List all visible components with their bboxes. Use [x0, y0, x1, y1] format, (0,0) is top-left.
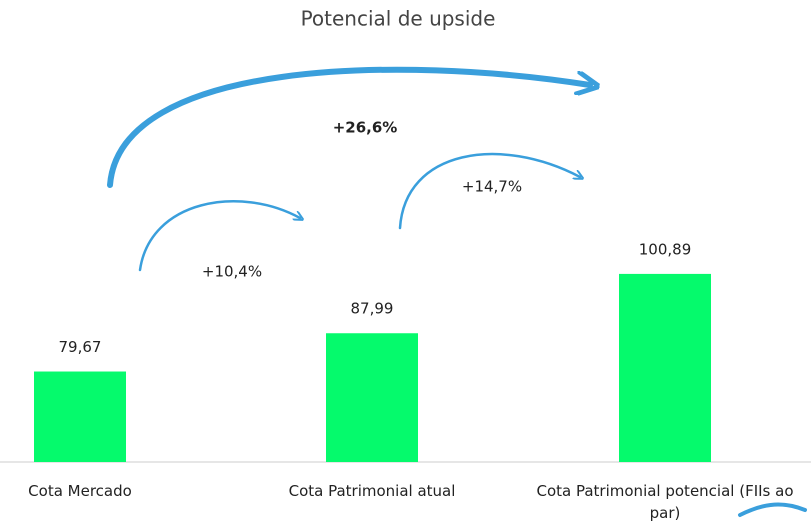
x-tick-label: Cota Mercado — [28, 482, 132, 500]
data-label: 100,89 — [639, 240, 692, 258]
x-tick-label: Cota Patrimonial atual — [288, 482, 456, 500]
x-tick-label: Cota Patrimonial potencial (FIIs ao par) — [536, 482, 794, 522]
annotation: +14,7% — [462, 178, 522, 196]
data-label: 79,67 — [59, 338, 102, 356]
annotation: +26,6% — [333, 119, 398, 137]
annotation: +10,4% — [202, 263, 262, 281]
arrow — [107, 66, 590, 188]
chart-title: Potencial de upside — [301, 7, 496, 31]
arrow — [738, 502, 807, 517]
arrow — [138, 200, 300, 272]
arrow — [398, 152, 580, 230]
bar — [619, 273, 711, 462]
bar — [326, 333, 418, 462]
data-label: 87,99 — [351, 300, 394, 318]
bar — [34, 371, 126, 462]
